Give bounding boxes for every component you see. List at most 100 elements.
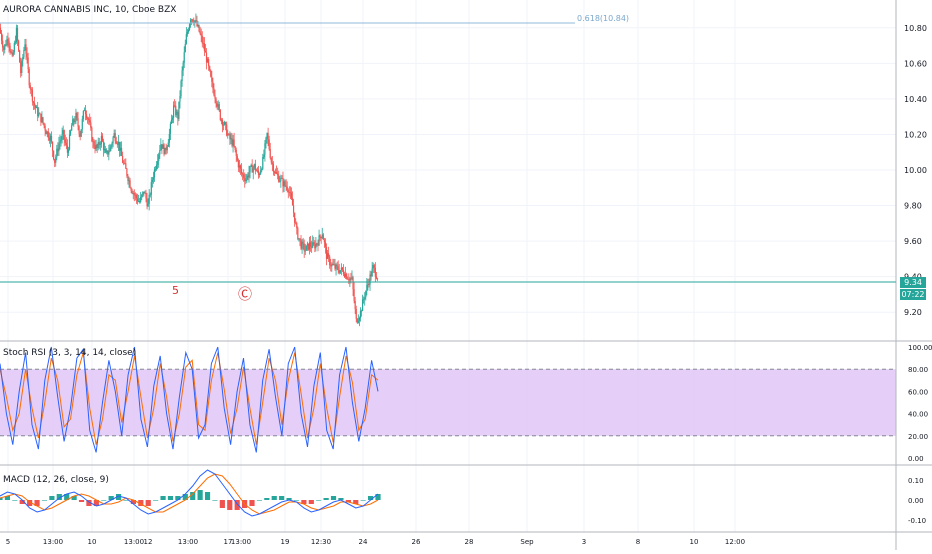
macd-histogram-bar (219, 500, 225, 508)
macd-histogram-bar (64, 494, 70, 500)
candle (58, 136, 60, 156)
candle (16, 25, 19, 47)
macd-signal-line (0, 473, 379, 515)
candle (36, 105, 38, 109)
candle (62, 125, 64, 141)
candle (375, 271, 378, 280)
macd-histogram-bar (115, 494, 122, 500)
macd-histogram-bar (330, 496, 337, 500)
time-tick-label: 13:00 (124, 538, 144, 546)
candle (339, 270, 341, 275)
candle (318, 229, 320, 246)
candle (162, 139, 164, 149)
candle (175, 101, 177, 118)
candle (233, 132, 235, 148)
candle (188, 23, 191, 32)
candle (334, 258, 336, 271)
candle (269, 142, 271, 160)
candle (351, 270, 353, 281)
candle (43, 122, 45, 129)
price-tick-label: 10.20 (904, 130, 927, 139)
wave-label-circled-c: Ⓒ (238, 287, 252, 303)
price-tick-label: 10.60 (904, 59, 927, 68)
macd-tick-label: -0.10 (908, 517, 926, 525)
candle (288, 186, 290, 197)
candle (301, 239, 303, 254)
candle (44, 123, 46, 137)
macd-title[interactable]: MACD (12, 26, close, 9) (3, 475, 109, 485)
candle (168, 128, 170, 148)
candle (359, 307, 362, 322)
candle (255, 168, 258, 172)
candle (77, 111, 79, 131)
stoch-rsi-title[interactable]: Stoch RSI (3, 3, 14, 14, close) (3, 348, 137, 358)
candle (47, 128, 49, 141)
candle (202, 36, 204, 49)
macd-histogram-bar (190, 492, 196, 500)
candle (356, 317, 358, 324)
candle (156, 161, 158, 171)
candle (220, 117, 222, 125)
candle (194, 20, 196, 28)
stoch-tick-label: 60.00 (908, 388, 928, 396)
macd-axis: 0.10 0.00 -0.10 (908, 477, 926, 525)
candle (292, 198, 295, 218)
stoch-k-line (0, 346, 379, 453)
candle (12, 49, 14, 57)
candle (321, 227, 323, 240)
macd-histogram-bar (338, 498, 344, 500)
candle (208, 57, 210, 71)
candle (56, 144, 58, 161)
candle (210, 69, 212, 78)
candle (97, 137, 99, 151)
candle (271, 156, 273, 171)
candle (326, 249, 329, 259)
macd-histogram-bar (56, 494, 62, 500)
candle (340, 263, 342, 276)
candle (66, 139, 69, 158)
candle (244, 172, 246, 188)
candle (186, 28, 189, 37)
macd-histogram-bar (138, 500, 144, 506)
candle (229, 131, 231, 145)
time-tick-label: 3 (582, 538, 586, 546)
macd-histogram-bar (34, 500, 40, 506)
candle (284, 179, 286, 188)
stoch-band-fill (0, 369, 896, 436)
candle (311, 240, 313, 253)
candle (65, 137, 67, 150)
candle (226, 121, 228, 137)
macd-histogram-bar (167, 496, 174, 500)
candle (319, 234, 321, 242)
candle (7, 32, 9, 48)
candle (110, 144, 112, 152)
candle (95, 139, 97, 151)
candle (294, 212, 296, 227)
candle (93, 138, 95, 149)
candle (100, 132, 103, 148)
candle (161, 144, 163, 155)
candle (114, 129, 116, 145)
candle (234, 146, 236, 153)
candle (205, 48, 208, 70)
candle (181, 66, 183, 87)
candle (315, 237, 317, 252)
candle (265, 136, 267, 149)
last-price-badge: 9.34 (900, 277, 926, 288)
candle (246, 173, 248, 183)
candle (289, 186, 292, 200)
candle (298, 238, 300, 242)
candle (182, 60, 184, 77)
candle (59, 134, 61, 150)
macd-histogram-bar (249, 500, 255, 506)
candle (249, 165, 251, 179)
price-tick-label: 9.20 (904, 308, 922, 317)
candle (61, 127, 63, 144)
macd-histogram-bar (323, 498, 329, 500)
candle (184, 39, 186, 53)
candle (68, 129, 71, 151)
symbol-title[interactable]: AURORA CANNABIS INC, 10, Cboe BZX (3, 5, 177, 15)
candle (199, 26, 201, 36)
